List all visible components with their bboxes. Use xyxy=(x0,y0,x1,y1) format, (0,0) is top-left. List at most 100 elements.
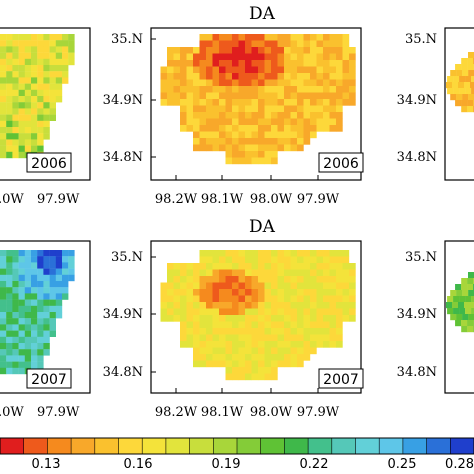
heatmap-cell xyxy=(186,269,194,277)
heatmap-cell xyxy=(232,66,239,74)
colorbar-swatch xyxy=(213,438,238,454)
heatmap-cell xyxy=(49,89,56,97)
heatmap-cell xyxy=(18,367,25,375)
heatmap-cell xyxy=(316,40,324,48)
heatmap-cell xyxy=(31,40,38,47)
heatmap-cell xyxy=(323,34,330,41)
heatmap-cell xyxy=(31,83,38,90)
heatmap-cell xyxy=(212,347,220,355)
heatmap-cell xyxy=(186,112,194,119)
heatmap-cell xyxy=(212,66,220,74)
heatmap-cell xyxy=(49,34,56,41)
heatmap-cell xyxy=(212,269,220,277)
heatmap-cell xyxy=(0,274,7,282)
heatmap-cell xyxy=(290,40,298,48)
heatmap-cell xyxy=(199,86,207,93)
heatmap-cell xyxy=(219,295,226,303)
heatmap-cell xyxy=(18,71,25,78)
heatmap-cell xyxy=(167,276,174,283)
heatmap-cell xyxy=(62,274,69,282)
heatmap-cell xyxy=(277,99,285,106)
heatmap-cell xyxy=(264,118,272,126)
heatmap-cell xyxy=(18,96,25,103)
heatmap-cell xyxy=(12,145,19,152)
heatmap-cell xyxy=(206,256,213,264)
heatmap-cell xyxy=(245,276,252,283)
heatmap-cell xyxy=(456,94,463,101)
heatmap-cell xyxy=(277,105,285,113)
heatmap-cell xyxy=(18,127,25,134)
heatmap-cell xyxy=(0,324,7,331)
heatmap-cell xyxy=(251,34,259,41)
heatmap-cell xyxy=(199,263,207,270)
heatmap-cell xyxy=(219,347,226,355)
heatmap-cell xyxy=(12,83,19,90)
heatmap-cell xyxy=(0,367,7,375)
heatmap-cell xyxy=(0,355,7,362)
colorbar-tick-label: 0.25 xyxy=(388,457,417,472)
heatmap-cell xyxy=(284,347,291,355)
heatmap-cell xyxy=(55,262,63,269)
heatmap-cell xyxy=(37,34,44,41)
heatmap-cell xyxy=(219,53,226,61)
heatmap-cell xyxy=(238,151,246,158)
heatmap-cell xyxy=(342,60,350,67)
heatmap-cell xyxy=(290,289,298,296)
heatmap-cell xyxy=(225,315,233,322)
heatmap-cell xyxy=(316,112,324,119)
heatmap-cell xyxy=(193,79,200,87)
heatmap-cell xyxy=(310,66,317,74)
heatmap-cell xyxy=(206,118,213,126)
heatmap-cell xyxy=(336,334,343,342)
heatmap-cell xyxy=(297,360,304,368)
heatmap-cell xyxy=(349,302,356,309)
heatmap-cell xyxy=(461,100,468,107)
y-tick-label: 35.N xyxy=(405,32,437,47)
heatmap-cell xyxy=(37,102,44,109)
heatmap-cell xyxy=(206,360,213,368)
heatmap-cell xyxy=(18,256,25,263)
heatmap-cell xyxy=(323,315,330,322)
heatmap-cell xyxy=(323,334,330,342)
heatmap-cell xyxy=(186,73,194,80)
heatmap-cell xyxy=(193,269,200,277)
heatmap-cell xyxy=(43,133,50,140)
heatmap-cell xyxy=(225,263,233,270)
heatmap-cell xyxy=(238,341,246,348)
heatmap-cell xyxy=(212,105,220,113)
heatmap-cell xyxy=(245,354,252,361)
heatmap-cell xyxy=(238,256,246,264)
colorbar-swatch xyxy=(71,438,96,454)
heatmap-cell xyxy=(232,99,239,106)
heatmap-cell xyxy=(68,256,75,263)
heatmap-cell xyxy=(43,299,50,306)
heatmap-cell xyxy=(232,328,239,335)
heatmap-cell xyxy=(297,60,304,67)
heatmap-cell xyxy=(18,324,25,331)
heatmap-cell xyxy=(447,296,454,303)
heatmap-cell xyxy=(258,92,265,100)
heatmap-cell xyxy=(336,112,343,119)
heatmap-cell xyxy=(461,64,468,71)
frame-left-2007 xyxy=(0,240,91,394)
heatmap-cell xyxy=(206,73,213,80)
heatmap-cell xyxy=(277,315,285,322)
heatmap-cell xyxy=(329,328,337,335)
heatmap-cell xyxy=(264,157,272,165)
heatmap-cell xyxy=(225,40,233,48)
heatmap-cell xyxy=(199,347,207,355)
heatmap-cell xyxy=(465,308,472,315)
heatmap-cell xyxy=(245,125,252,132)
heatmap-cell xyxy=(245,53,252,61)
heatmap-cell xyxy=(0,120,7,128)
heatmap-cell xyxy=(238,347,246,355)
heatmap-cell xyxy=(219,92,226,100)
heatmap-cell xyxy=(37,58,44,66)
heatmap-cell xyxy=(310,125,317,132)
heatmap-cell xyxy=(349,295,356,303)
heatmap-cell xyxy=(193,341,200,348)
heatmap-cell xyxy=(453,296,460,303)
heatmap-cell xyxy=(206,308,213,316)
heatmap-cell xyxy=(0,139,7,146)
